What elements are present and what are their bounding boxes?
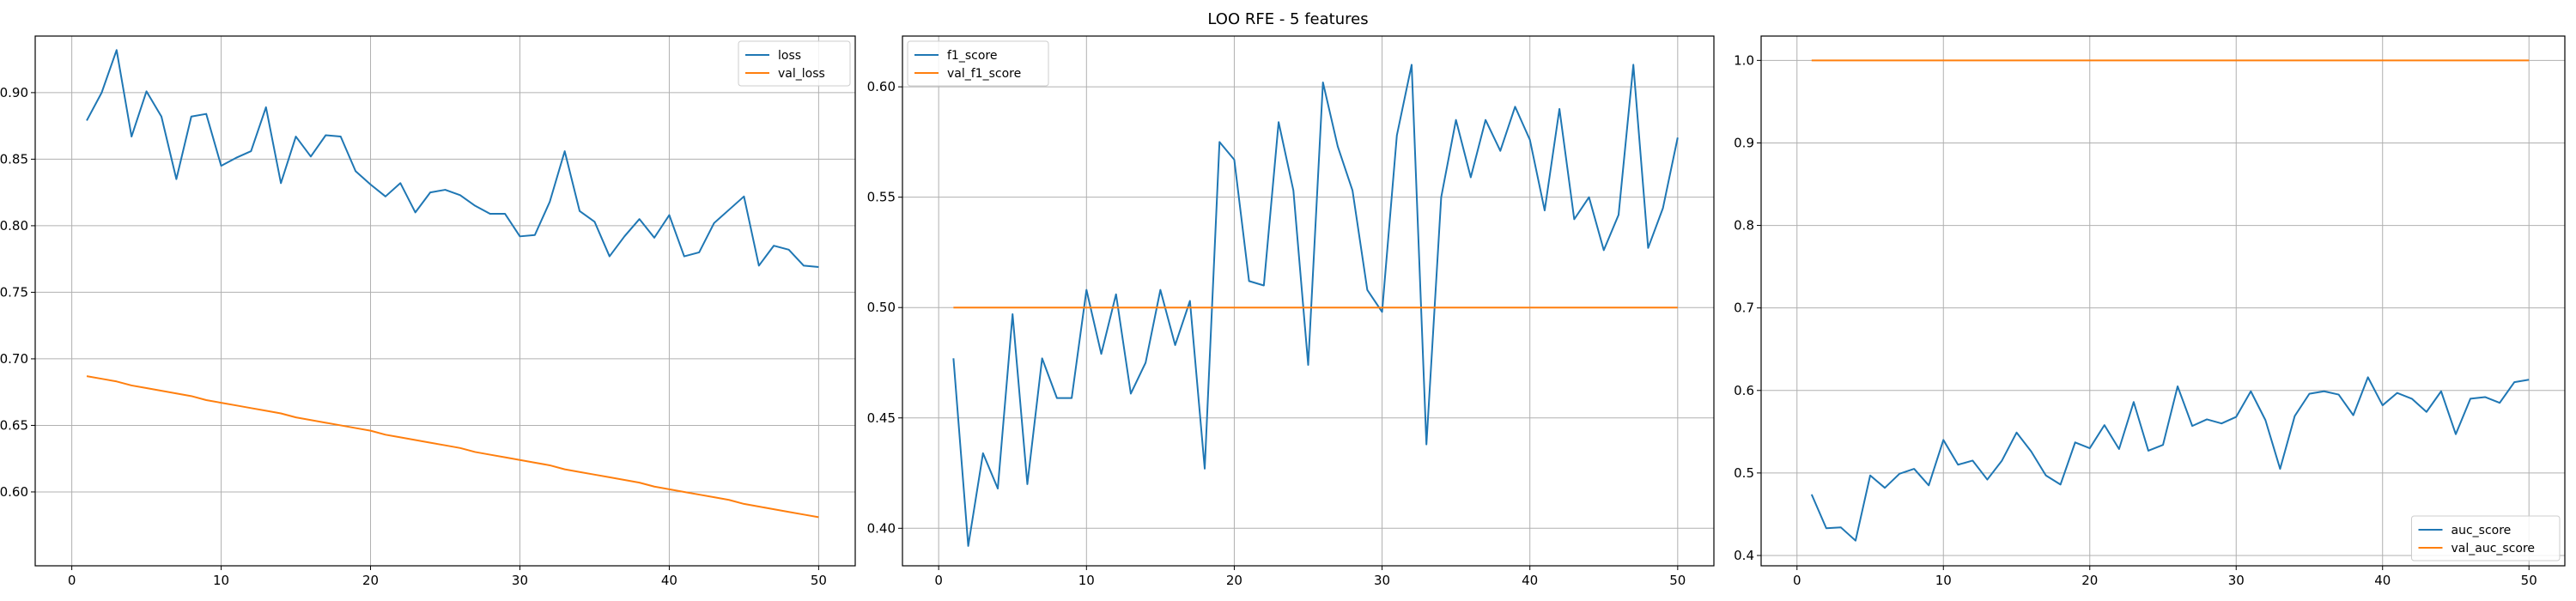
- y-tick-label: 0.90: [0, 85, 28, 100]
- y-tick-label: 0.60: [0, 484, 28, 500]
- legend-label-auc_score: auc_score: [2451, 524, 2512, 537]
- subplot-2: 0 10 20 30 40 50 0.40 0.45 0.50 0.55 0.60 f1_scorev…: [867, 35, 1715, 588]
- y-tick-label: 0.4: [1734, 548, 1754, 563]
- x-tick-label: 20: [1226, 573, 1242, 588]
- y-tick-label: 0.40: [867, 520, 896, 536]
- axes-frame: [34, 35, 856, 567]
- subplot-1: 0 10 20 30 40 50 0.60 0.65 0.70 0.75 0.80 0.85 0.90 l…: [0, 35, 856, 588]
- legend-box: [907, 40, 1049, 87]
- legend-box: [738, 40, 851, 87]
- x-tick-label: 30: [2228, 573, 2245, 588]
- legend-label-val_auc_score: val_auc_score: [2451, 542, 2536, 555]
- legend-label-val_f1_score: val_f1_score: [947, 67, 1021, 81]
- legend: auc_score val_auc_score: [2411, 515, 2561, 562]
- subplot-3: 0 10 20 30 40 50 0.4 0.5 0.6 0.7 0.8 0.9 1.0 auc_scor…: [1734, 35, 2566, 588]
- x-tick-label: 40: [2374, 573, 2391, 588]
- x-tick-label: 20: [2081, 573, 2098, 588]
- y-tick-label: 0.80: [0, 218, 28, 234]
- legend-label-loss: loss: [778, 49, 801, 63]
- legend-label-f1_score: f1_score: [947, 49, 997, 63]
- y-tick-label: 0.45: [867, 410, 896, 426]
- x-tick-label: 0: [934, 573, 943, 588]
- x-tick-label: 10: [1078, 573, 1095, 588]
- y-tick-label: 0.70: [0, 351, 28, 367]
- y-tick-label: 0.7: [1734, 300, 1754, 316]
- y-tick-label: 1.0: [1734, 52, 1754, 68]
- x-tick-label: 0: [68, 573, 76, 588]
- x-tick-label: 30: [1374, 573, 1390, 588]
- legend-box: [2411, 515, 2561, 562]
- y-tick-label: 0.65: [0, 417, 28, 433]
- x-tick-label: 40: [661, 573, 677, 588]
- subplot-panels: 0 10 20 30 40 500.600.650.700.750.800.850.90l…: [0, 35, 2566, 588]
- x-tick-label: 50: [1669, 573, 1686, 588]
- y-tick-label: 0.9: [1734, 135, 1754, 150]
- series-line-loss: [86, 49, 819, 268]
- x-tick-label: 50: [811, 573, 827, 588]
- y-tick-label: 0.8: [1734, 218, 1754, 234]
- axes-frame: [1760, 35, 2566, 567]
- x-tick-label: 50: [2521, 573, 2537, 588]
- x-tick-label: 10: [1935, 573, 1952, 588]
- y-tick-label: 0.6: [1734, 383, 1754, 398]
- series-line-auc_score: [1810, 376, 2530, 542]
- x-tick-label: 0: [1793, 573, 1801, 588]
- y-tick-label: 0.50: [867, 300, 896, 315]
- figure-title: LOO RFE - 5 features: [1207, 10, 1368, 28]
- legend-label-val_loss: val_loss: [778, 67, 825, 81]
- x-tick-label: 30: [512, 573, 528, 588]
- y-tick-label: 0.60: [867, 79, 896, 94]
- y-tick-label: 0.75: [0, 284, 28, 300]
- y-tick-label: 0.55: [867, 190, 896, 205]
- legend: f1_score val_f1_score: [907, 40, 1049, 87]
- x-tick-label: 20: [362, 573, 379, 588]
- legend: loss val_loss: [738, 40, 851, 87]
- axes-frame: [902, 35, 1715, 567]
- y-tick-label: 0.85: [0, 151, 28, 167]
- x-tick-label: 10: [213, 573, 229, 588]
- series-line-f1_score: [952, 64, 1679, 547]
- x-tick-label: 40: [1522, 573, 1538, 588]
- series-line-val_loss: [86, 375, 819, 519]
- y-tick-label: 0.5: [1734, 465, 1754, 481]
